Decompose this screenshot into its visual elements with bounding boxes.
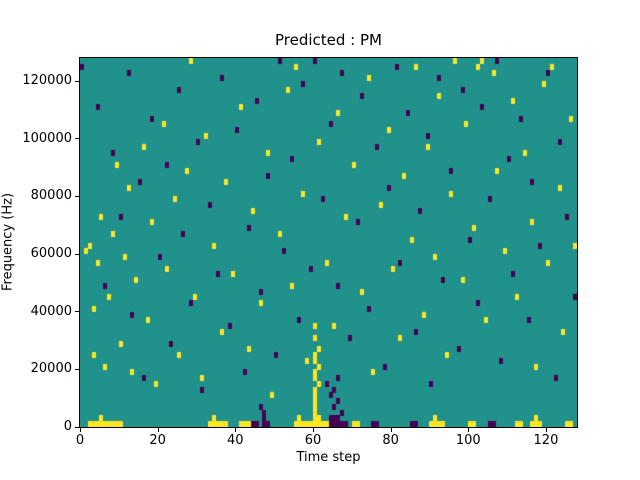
- y-tick-mark: [75, 253, 79, 255]
- y-tick-mark: [75, 138, 79, 140]
- y-tick-label: 20000: [30, 361, 72, 377]
- x-tick-mark: [390, 428, 392, 432]
- heatmap-canvas: [80, 58, 577, 427]
- x-tick-mark: [80, 428, 81, 432]
- y-tick-label: 60000: [30, 246, 72, 262]
- x-tick-mark: [468, 428, 470, 432]
- x-tick-mark: [312, 428, 314, 432]
- y-tick-mark: [75, 368, 79, 370]
- x-tick-label: 40: [227, 433, 244, 448]
- y-tick-label: 80000: [30, 188, 72, 204]
- x-tick-label: 0: [75, 433, 85, 448]
- plot-area: [79, 57, 578, 428]
- x-tick-label: 80: [382, 433, 399, 448]
- y-tick-mark: [75, 426, 79, 428]
- y-tick-mark: [75, 311, 79, 313]
- y-tick-label: 0: [63, 419, 72, 434]
- x-axis-label: Time step: [296, 450, 361, 465]
- x-tick-label: 100: [455, 433, 481, 448]
- x-tick-label: 60: [304, 433, 322, 448]
- y-tick-label: 40000: [30, 303, 72, 319]
- x-tick-label: 120: [533, 433, 559, 448]
- y-tick-label: 100000: [22, 130, 72, 146]
- y-tick-mark: [75, 80, 79, 82]
- y-tick-mark: [75, 195, 79, 197]
- y-axis-label: Frequency (Hz): [0, 192, 16, 292]
- chart-title: Predicted : PM: [275, 31, 382, 49]
- x-tick-mark: [235, 428, 237, 432]
- y-tick-label: 120000: [22, 73, 72, 89]
- x-tick-label: 20: [149, 433, 166, 448]
- x-tick-mark: [545, 428, 547, 432]
- x-tick-mark: [157, 428, 159, 432]
